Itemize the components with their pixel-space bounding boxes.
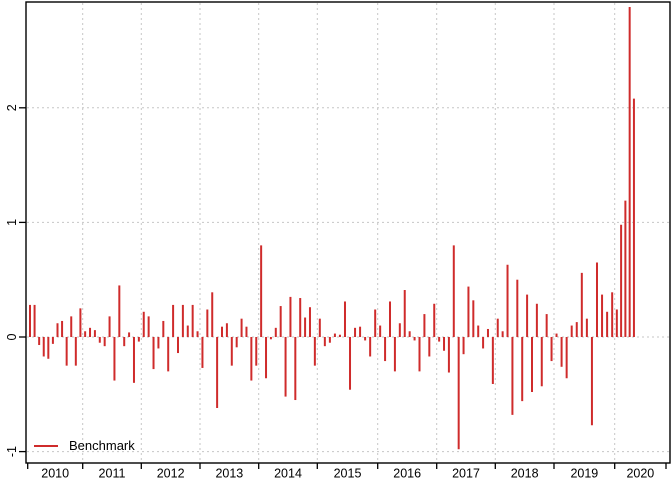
legend: Benchmark [34, 438, 135, 454]
x-tick-label: 2019 [570, 467, 598, 480]
x-tick-label: 2016 [393, 467, 421, 480]
y-tick-label: 1 [5, 219, 19, 226]
x-tick-label: 2020 [626, 467, 654, 480]
x-tick-label: 2018 [511, 467, 539, 480]
gridlines [27, 3, 669, 462]
plot-frame [25, 1, 671, 464]
y-tick-label: 0 [5, 333, 19, 340]
y-tick-label: 2 [5, 104, 19, 111]
benchmark-line-swatch [34, 445, 58, 447]
benchmark-bars [28, 6, 635, 450]
y-axis: -1 0 1 2 [5, 104, 26, 457]
x-tick-label: 2013 [215, 467, 243, 480]
x-tick-label: 2014 [274, 467, 302, 480]
x-tick-label: 2010 [41, 467, 69, 480]
x-tick-label: 2015 [334, 467, 362, 480]
legend-label: Benchmark [69, 438, 135, 453]
x-axis: 2010 2011 2012 2013 2014 2015 2016 2017 2018 2019… [27, 463, 667, 480]
x-tick-label: 2011 [99, 467, 126, 480]
y-tick-label: -1 [5, 446, 19, 457]
x-tick-label: 2012 [157, 467, 185, 480]
x-tick-label: 2017 [452, 467, 480, 480]
